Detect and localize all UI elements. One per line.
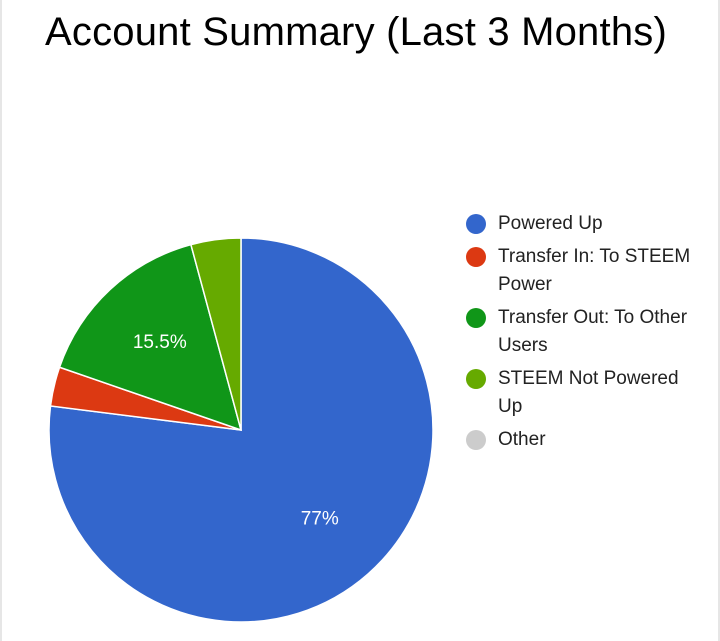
legend-label: Powered Up — [498, 213, 603, 234]
legend-swatch-transfer-in — [466, 247, 486, 267]
slice-data-label: 15.5% — [133, 332, 187, 353]
left-border — [0, 0, 2, 641]
legend-swatch-steem-not-powered-up — [466, 369, 486, 389]
legend-item-other[interactable]: Other — [466, 426, 706, 454]
legend-swatch-transfer-out — [466, 308, 486, 328]
legend-swatch-powered-up — [466, 214, 486, 234]
legend: Powered Up Transfer In: To STEEM Power T… — [466, 210, 706, 459]
chart-title: Account Summary (Last 3 Months) — [45, 10, 667, 54]
legend-item-transfer-in[interactable]: Transfer In: To STEEM Power — [466, 243, 706, 299]
legend-label: Other — [498, 429, 546, 450]
right-border — [718, 0, 720, 641]
legend-item-steem-not-powered-up[interactable]: STEEM Not Powered Up — [466, 365, 706, 421]
legend-item-powered-up[interactable]: Powered Up — [466, 210, 706, 238]
pie-slice-transfer-out-to-other-users[interactable] — [58, 243, 243, 432]
legend-label: STEEM Not Powered Up — [498, 368, 679, 417]
pie-slice-powered-up[interactable] — [48, 237, 434, 623]
slice-data-label: 77% — [301, 508, 339, 529]
legend-swatch-other — [466, 430, 486, 450]
legend-label: Transfer Out: To Other Users — [498, 307, 688, 356]
legend-item-transfer-out[interactable]: Transfer Out: To Other Users — [466, 304, 706, 360]
legend-label: Transfer In: To STEEM Power — [498, 246, 691, 295]
pie-slice-steem-not-powered-up[interactable] — [189, 237, 242, 431]
